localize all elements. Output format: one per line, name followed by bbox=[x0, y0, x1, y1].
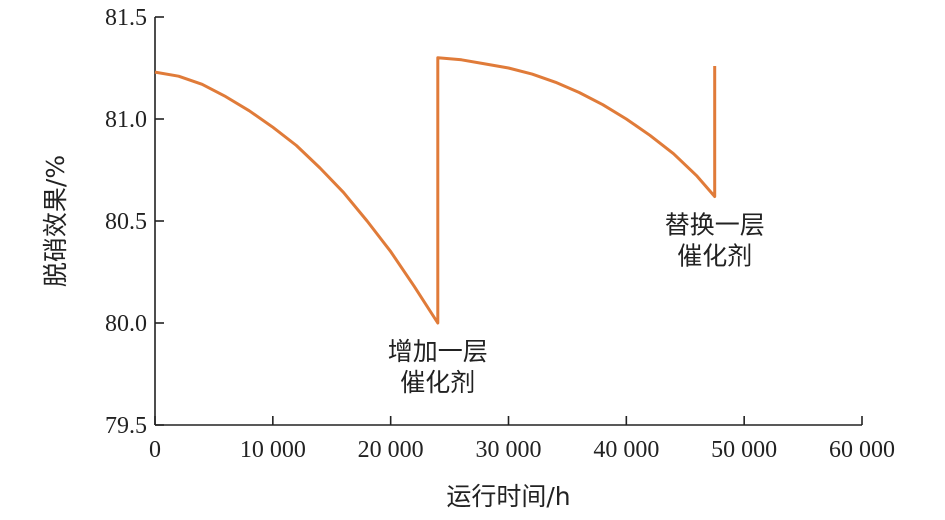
annotation-text: 替换一层 bbox=[665, 211, 765, 240]
x-tick-label: 60 000 bbox=[829, 437, 895, 463]
x-tick-label: 10 000 bbox=[240, 437, 306, 463]
x-tick-label: 50 000 bbox=[711, 437, 777, 463]
y-tick-label: 79.5 bbox=[105, 413, 147, 439]
y-tick-label: 80.0 bbox=[105, 311, 147, 337]
ticks: 79.5 80.0 80.5 81.0 81.5 0 10 000 20 000 30 000 4… bbox=[105, 5, 895, 463]
y-axis-title: 脱硝效果/% bbox=[41, 155, 70, 287]
y-tick-label: 80.5 bbox=[105, 209, 147, 235]
x-tick-label: 40 000 bbox=[593, 437, 659, 463]
series-group bbox=[154, 56, 717, 325]
y-tick-label: 81.5 bbox=[105, 5, 147, 31]
annotation-text: 催化剂 bbox=[677, 242, 752, 271]
y-tick-label: 81.0 bbox=[105, 107, 147, 133]
x-tick-label: 20 000 bbox=[358, 437, 424, 463]
annotation-text: 催化剂 bbox=[400, 368, 475, 397]
x-tick-label: 0 bbox=[149, 437, 161, 463]
series-line bbox=[154, 56, 717, 325]
x-tick-label: 30 000 bbox=[476, 437, 542, 463]
x-axis-title: 运行时间/h bbox=[446, 482, 570, 511]
annotation-text: 增加一层 bbox=[388, 337, 488, 366]
